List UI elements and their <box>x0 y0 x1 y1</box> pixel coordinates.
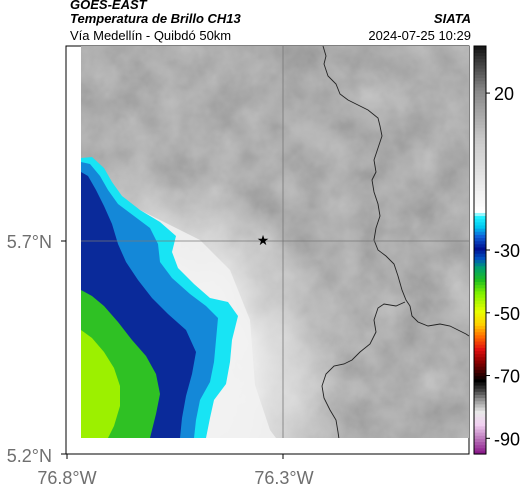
admin-boundary <box>322 46 469 337</box>
organization-label: SIATA <box>433 11 471 26</box>
x-tick-label: 76.8°W <box>37 468 96 488</box>
route-subtitle: Vía Medellín - Quibdó 50km <box>70 28 232 43</box>
admin-boundary-south <box>321 301 406 438</box>
timestamp-label: 2024-07-25 10:29 <box>368 28 471 43</box>
location-marker: ★ <box>257 233 270 249</box>
axis-ticks: 5.7°N 5.2°N 76.8°W 76.3°W <box>7 232 314 488</box>
map-image-layer <box>81 46 469 438</box>
cloud-cell-yellow <box>81 330 120 438</box>
product-title: Temperatura de Brillo CH13 <box>70 11 241 26</box>
satellite-name: GOES-EAST <box>70 0 147 12</box>
x-tick-label: 76.3°W <box>254 468 313 488</box>
y-tick-label: 5.2°N <box>7 446 52 466</box>
y-tick-label: 5.7°N <box>7 232 52 252</box>
